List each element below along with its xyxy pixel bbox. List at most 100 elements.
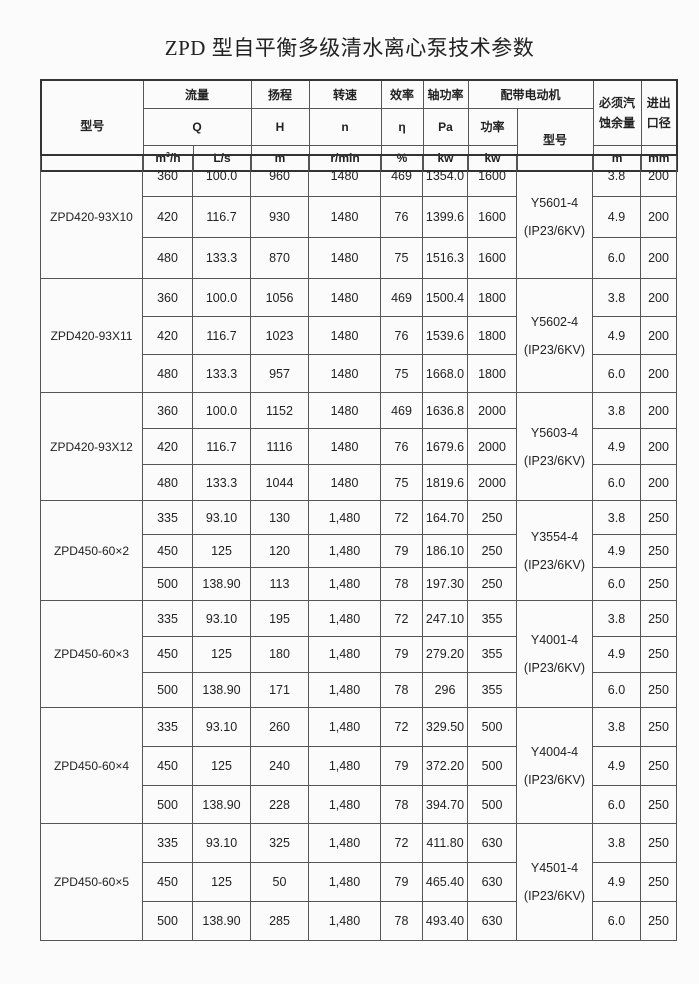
flow-m3h-cell: 450: [142, 746, 193, 786]
header-npsh: 必须汽蚀余量: [592, 79, 642, 146]
efficiency-cell: 469: [380, 392, 423, 430]
npsh-cell: 3.8: [592, 500, 641, 535]
diameter-cell: 250: [640, 901, 677, 942]
flow-m3h-cell: 500: [142, 671, 193, 709]
head-cell: 130: [250, 500, 309, 535]
speed-cell: 1480: [308, 464, 381, 502]
shaft-power-cell: 1354.0: [422, 154, 468, 197]
flow-ls-cell: 100.0: [192, 154, 251, 197]
motor-power-cell: 1800: [467, 316, 517, 356]
npsh-cell: 4.9: [592, 428, 641, 466]
diameter-cell: 200: [640, 316, 677, 356]
efficiency-cell: 469: [380, 278, 423, 318]
flow-ls-cell: 133.3: [192, 464, 251, 502]
npsh-cell: 6.0: [592, 354, 641, 394]
npsh-cell: 6.0: [592, 567, 641, 602]
data-table: ZPD420-93X10 360 100.0 960 1480 469 1354.0 1600…: [40, 154, 677, 942]
speed-cell: 1,480: [308, 707, 381, 748]
speed-cell: 1,480: [308, 862, 381, 903]
table-row: 450 125 120 1,480 79 186.10 250 4.9 250: [41, 533, 677, 569]
diameter-cell: 250: [640, 746, 677, 786]
diameter-cell: 200: [640, 278, 677, 318]
npsh-cell: 4.9: [592, 746, 641, 786]
speed-cell: 1480: [308, 278, 381, 318]
motor-power-cell: 630: [467, 901, 517, 942]
efficiency-cell: 78: [380, 671, 423, 709]
table-row: 420 116.7 1023 1480 76 1539.6 1800 4.9 200: [41, 316, 677, 356]
diameter-cell: 200: [640, 354, 677, 394]
table-row: 500 138.90 113 1,480 78 197.30 250 6.0 250: [41, 567, 677, 602]
flow-ls-cell: 125: [192, 746, 251, 786]
motor-power-cell: 2000: [467, 392, 517, 430]
efficiency-cell: 75: [380, 237, 423, 280]
flow-m3h-cell: 500: [142, 567, 193, 602]
shaft-power-cell: 1819.6: [422, 464, 468, 502]
efficiency-cell: 75: [380, 354, 423, 394]
flow-m3h-cell: 500: [142, 784, 193, 825]
head-cell: 120: [250, 533, 309, 569]
table-row: 500 138.90 171 1,480 78 296 355 6.0 250: [41, 671, 677, 709]
shaft-power-cell: 279.20: [422, 636, 468, 673]
flow-ls-cell: 125: [192, 533, 251, 569]
motor-power-cell: 500: [467, 746, 517, 786]
efficiency-cell: 78: [380, 901, 423, 942]
npsh-cell: 3.8: [592, 154, 641, 197]
motor-power-cell: 250: [467, 567, 517, 602]
motor-model-cell: Y4001-4 (IP23/6KV): [516, 600, 593, 709]
head-cell: 960: [250, 154, 309, 197]
shaft-power-cell: 1668.0: [422, 354, 468, 394]
diameter-cell: 250: [640, 862, 677, 903]
efficiency-cell: 72: [380, 823, 423, 864]
head-cell: 240: [250, 746, 309, 786]
motor-power-cell: 1600: [467, 154, 517, 197]
motor-power-cell: 2000: [467, 464, 517, 502]
shaft-power-cell: 164.70: [422, 500, 468, 535]
shaft-power-cell: 329.50: [422, 707, 468, 748]
speed-cell: 1480: [308, 354, 381, 394]
npsh-cell: 4.9: [592, 195, 641, 239]
motor-power-cell: 355: [467, 671, 517, 709]
flow-ls-cell: 138.90: [192, 671, 251, 709]
flow-m3h-cell: 420: [142, 195, 193, 239]
flow-ls-cell: 116.7: [192, 316, 251, 356]
shaft-power-cell: 186.10: [422, 533, 468, 569]
diameter-cell: 250: [640, 671, 677, 709]
flow-m3h-cell: 360: [142, 278, 193, 318]
efficiency-cell: 76: [380, 316, 423, 356]
header-shaft-power: 轴功率: [422, 79, 469, 109]
npsh-cell: 4.9: [592, 533, 641, 569]
speed-cell: 1480: [308, 316, 381, 356]
header-efficiency: 效率: [380, 79, 424, 109]
speed-cell: 1,480: [308, 500, 381, 535]
model-cell: ZPD420-93X11: [40, 278, 143, 394]
speed-cell: 1480: [308, 392, 381, 430]
efficiency-cell: 76: [380, 428, 423, 466]
motor-power-cell: 355: [467, 636, 517, 673]
diameter-cell: 250: [640, 707, 677, 748]
diameter-cell: 250: [640, 784, 677, 825]
motor-power-cell: 630: [467, 862, 517, 903]
head-cell: 171: [250, 671, 309, 709]
flow-m3h-cell: 360: [142, 154, 193, 197]
model-cell: ZPD450-60×3: [40, 600, 143, 709]
shaft-power-cell: 372.20: [422, 746, 468, 786]
flow-m3h-cell: 500: [142, 901, 193, 942]
speed-cell: 1480: [308, 237, 381, 280]
head-cell: 1023: [250, 316, 309, 356]
header-flow: 流量: [142, 79, 252, 109]
flow-ls-cell: 93.10: [192, 823, 251, 864]
efficiency-cell: 79: [380, 746, 423, 786]
head-cell: 325: [250, 823, 309, 864]
motor-power-cell: 1600: [467, 195, 517, 239]
model-cell: ZPD450-60×4: [40, 707, 143, 825]
flow-ls-cell: 138.90: [192, 901, 251, 942]
npsh-cell: 3.8: [592, 600, 641, 638]
flow-m3h-cell: 360: [142, 392, 193, 430]
shaft-power-cell: 411.80: [422, 823, 468, 864]
speed-cell: 1480: [308, 195, 381, 239]
flow-m3h-cell: 450: [142, 533, 193, 569]
head-cell: 285: [250, 901, 309, 942]
flow-ls-cell: 100.0: [192, 278, 251, 318]
head-cell: 195: [250, 600, 309, 638]
table-row: ZPD450-60×5 335 93.10 325 1,480 72 411.80 630 Y4…: [40, 823, 677, 942]
